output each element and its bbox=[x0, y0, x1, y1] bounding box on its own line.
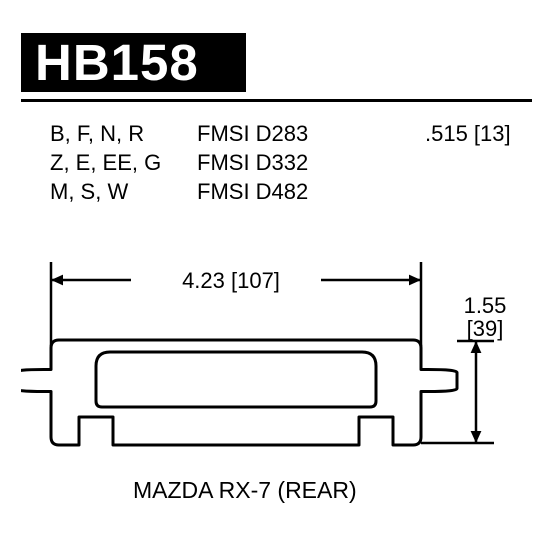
info-line: FMSI D482 bbox=[197, 177, 308, 206]
info-line: B, F, N, R bbox=[50, 119, 161, 148]
info-line: .515 [13] bbox=[425, 119, 511, 148]
svg-text:4.23 [107]: 4.23 [107] bbox=[182, 268, 280, 293]
brake-pad-diagram: 4.23 [107] 1.55[39] bbox=[21, 225, 532, 455]
info-line: FMSI D332 bbox=[197, 148, 308, 177]
model-text: MAZDA RX-7 (REAR) bbox=[133, 477, 357, 503]
info-line: Z, E, EE, G bbox=[50, 148, 161, 177]
svg-text:1.55: 1.55 bbox=[464, 293, 507, 318]
compounds-column: B, F, N, RZ, E, EE, GM, S, W bbox=[50, 119, 161, 206]
title-bar: HB158 bbox=[21, 33, 246, 92]
brake-pad-svg: 4.23 [107] 1.55[39] bbox=[21, 225, 532, 455]
info-line: M, S, W bbox=[50, 177, 161, 206]
part-number: HB158 bbox=[35, 33, 199, 92]
thickness-column: .515 [13] bbox=[425, 119, 511, 148]
info-line: FMSI D283 bbox=[197, 119, 308, 148]
svg-text:[39]: [39] bbox=[467, 316, 504, 341]
model-label: MAZDA RX-7 (REAR) bbox=[133, 477, 357, 504]
fmsi-column: FMSI D283FMSI D332FMSI D482 bbox=[197, 119, 308, 206]
divider bbox=[21, 99, 532, 102]
